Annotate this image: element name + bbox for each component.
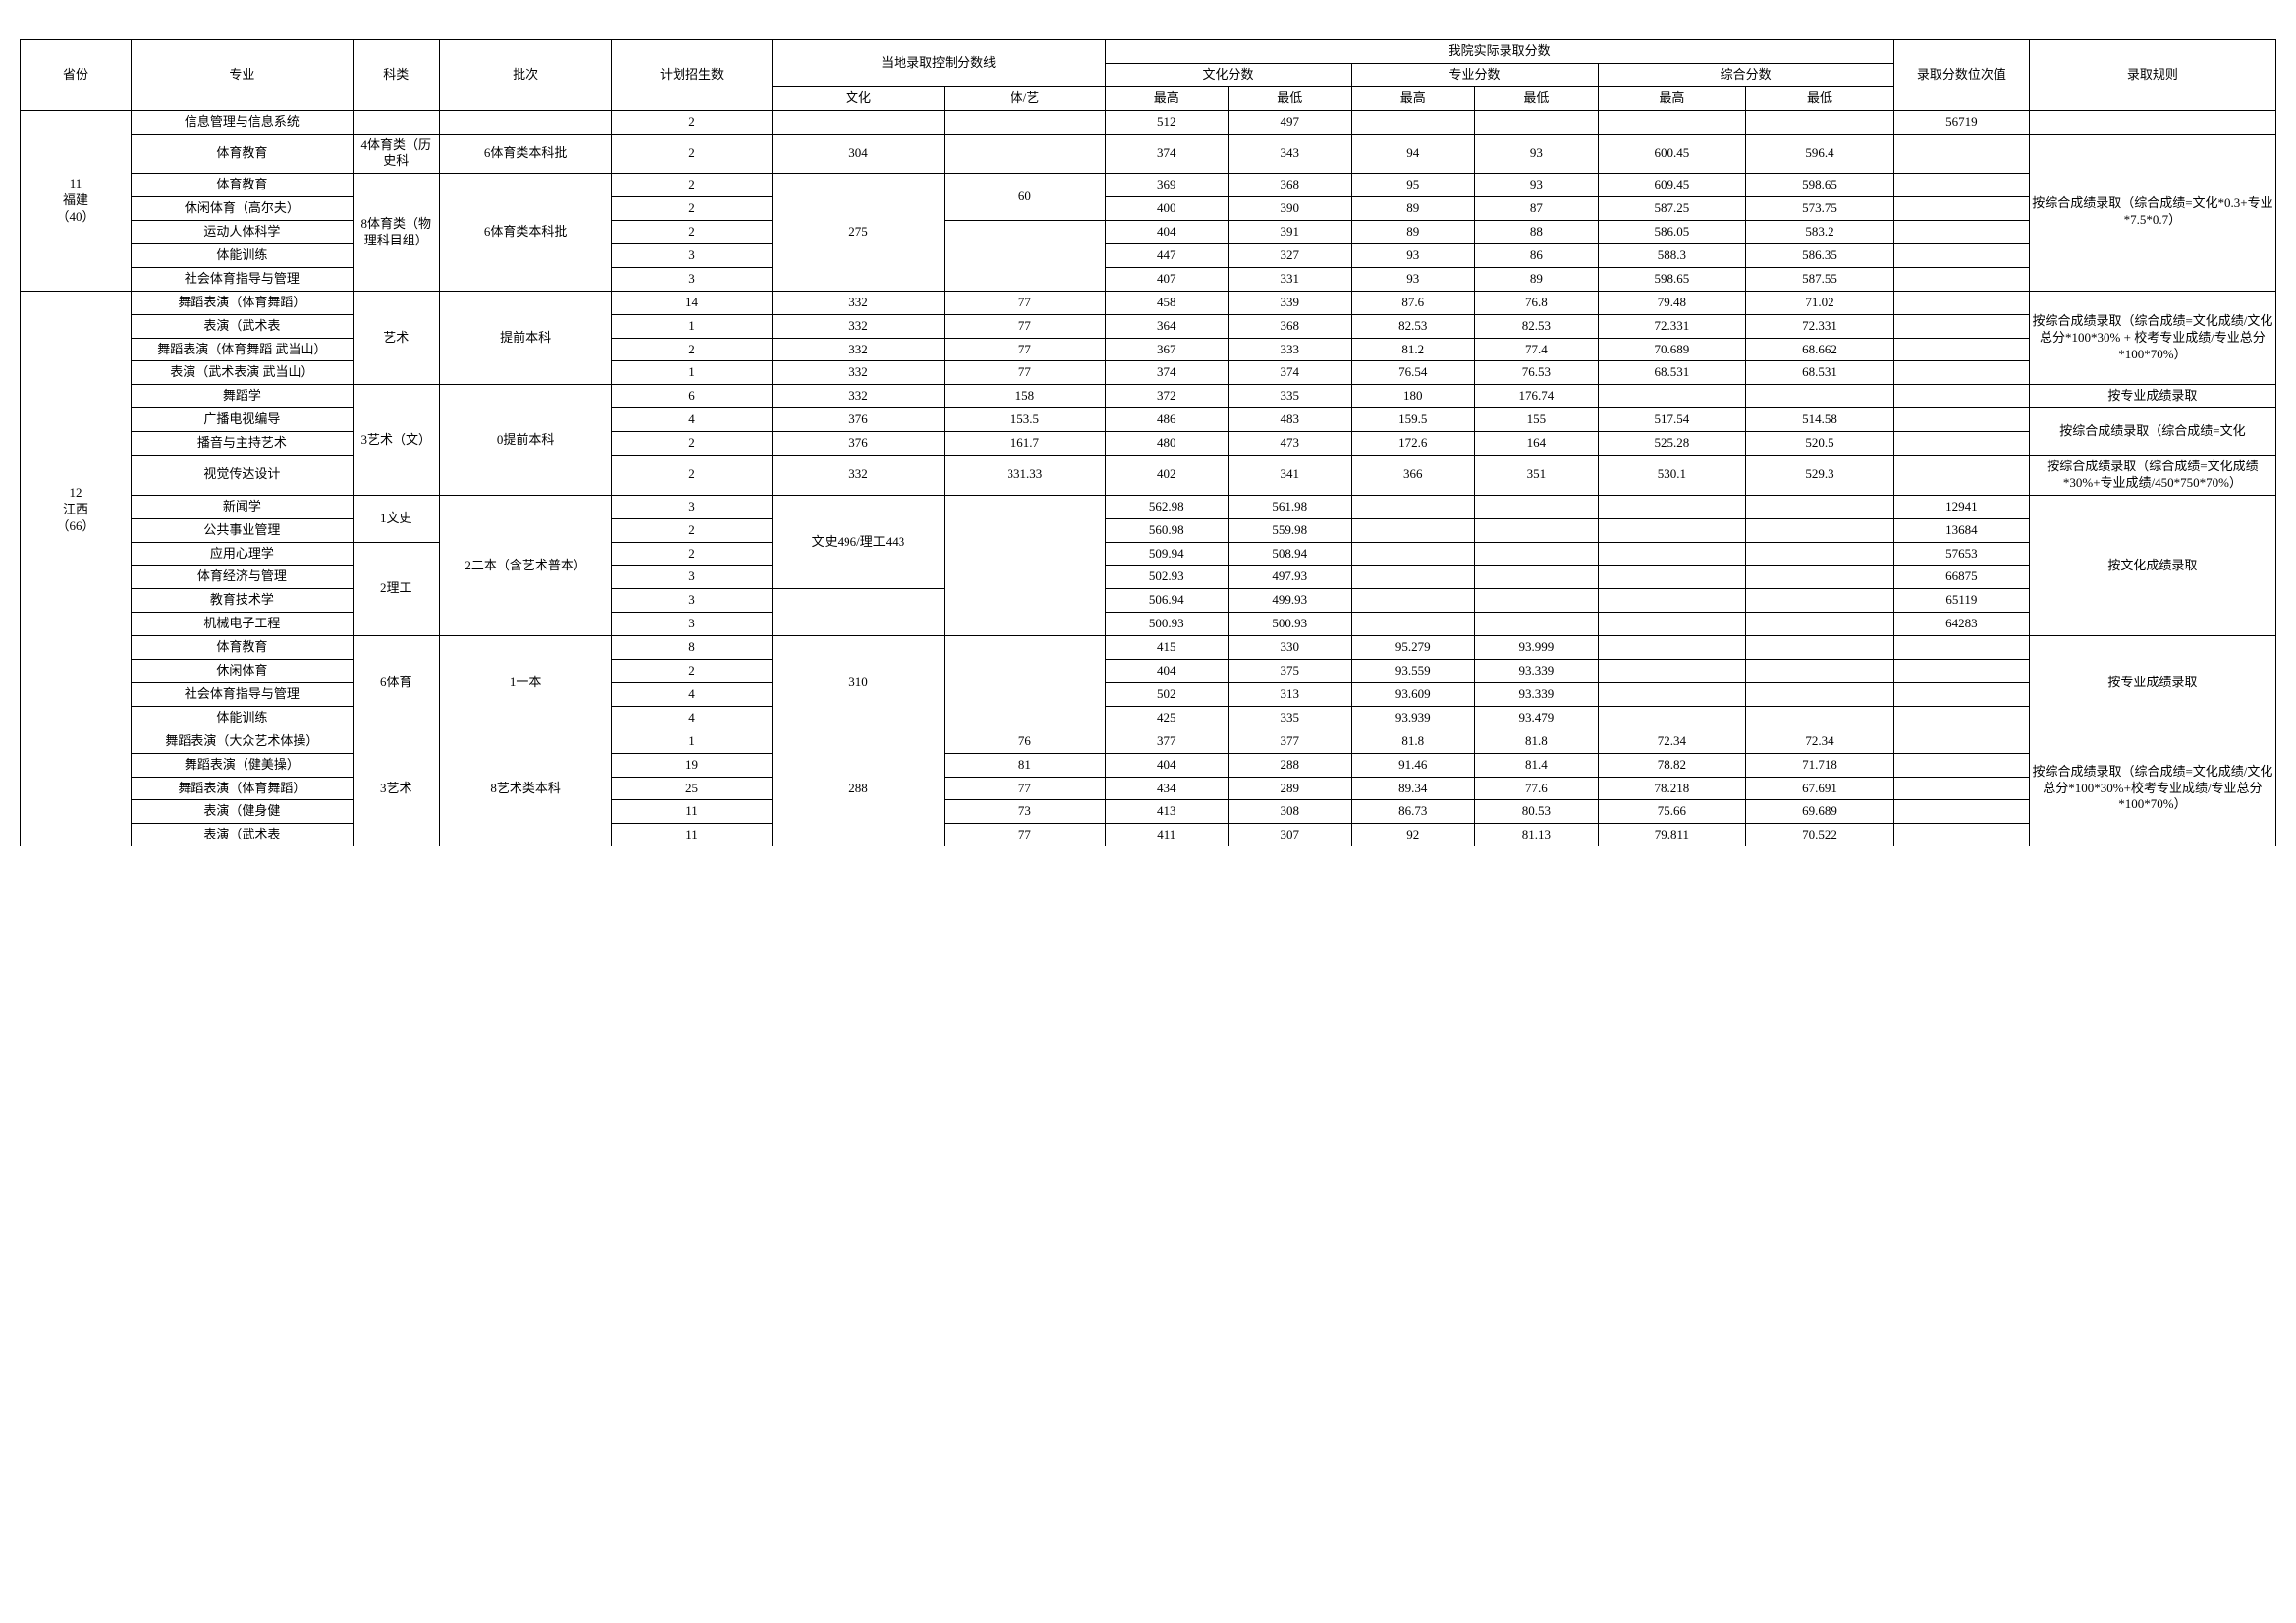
h-major: 专业 [131,40,353,111]
h-local: 当地录取控制分数线 [772,40,1105,87]
h-zy-min: 最低 [1475,86,1599,110]
table-header: 省份 专业 科类 批次 计划招生数 当地录取控制分数线 我院实际录取分数 录取分… [21,40,2276,111]
table-row: 体育教育 6体育 1一本 8 310 415330 95.27993.999 按… [21,636,2276,660]
h-subject: 科类 [353,40,439,111]
rule-cell: 按综合成绩录取（综合成绩=文化成绩/文化总分*100*30%+校考专业成绩/专业… [2029,730,2275,846]
h-compscore: 综合分数 [1598,63,1893,86]
h-rank: 录取分数位次值 [1893,40,2029,111]
table-row: 11 福建 （40） 信息管理与信息系统 2 512497 56719 [21,110,2276,134]
h-majorscore: 专业分数 [1351,63,1598,86]
table-row: 体育教育 8体育类（物理科目组） 6体育类本科批 2 275 60 369368… [21,174,2276,197]
rule-cell: 按专业成绩录取 [2029,636,2275,730]
major-cell: 体育教育 [131,134,353,174]
subject-cell: 6体育 [353,636,439,730]
table-row: 应用心理学 2理工 2 509.94508.94 57653 [21,542,2276,566]
h-zy-max: 最高 [1351,86,1475,110]
batch-cell: 0提前本科 [439,385,612,495]
subject-cell: 2理工 [353,542,439,636]
h-local-art: 体/艺 [945,86,1105,110]
table-row: 新闻学 1文史 2二本（含艺术普本） 3 文史496/理工443 562.985… [21,495,2276,518]
admissions-table: 省份 专业 科类 批次 计划招生数 当地录取控制分数线 我院实际录取分数 录取分… [20,39,2276,846]
h-local-culture: 文化 [772,86,945,110]
subject-cell: 1文史 [353,495,439,542]
rule-cell: 按综合成绩录取（综合成绩=文化*0.3+专业*7.5*0.7） [2029,134,2275,291]
subject-cell: 3艺术（文） [353,385,439,495]
subject-cell: 8体育类（物理科目组） [353,174,439,291]
batch-cell: 2二本（含艺术普本） [439,495,612,635]
major-cell: 信息管理与信息系统 [131,110,353,134]
province-cell: 11 福建 （40） [21,110,132,291]
plan-cell: 2 [612,110,772,134]
rule-cell: 按综合成绩录取（综合成绩=文化 [2029,408,2275,456]
province-cell: 12 江西 （66） [21,291,132,730]
batch-cell: 1一本 [439,636,612,730]
batch-cell: 提前本科 [439,291,612,385]
subject-cell: 4体育类（历史科 [353,134,439,174]
batch-cell: 6体育类本科批 [439,174,612,291]
rule-cell: 按专业成绩录取 [2029,385,2275,408]
h-batch: 批次 [439,40,612,111]
h-culture: 文化分数 [1105,63,1351,86]
rule-cell: 按综合成绩录取（综合成绩=文化成绩*30%+专业成绩/450*750*70%） [2029,456,2275,496]
table-row: 舞蹈表演（大众艺术体操） 3艺术 8艺术类本科 1 288 76 377377 … [21,730,2276,753]
table-row: 12 江西 （66） 舞蹈表演（体育舞蹈） 艺术 提前本科 14 33277 4… [21,291,2276,314]
rule-cell: 按文化成绩录取 [2029,495,2275,635]
h-wh-min: 最低 [1229,86,1352,110]
batch-cell: 6体育类本科批 [439,134,612,174]
h-plan: 计划招生数 [612,40,772,111]
h-zh-min: 最低 [1746,86,1894,110]
subject-cell: 3艺术 [353,730,439,846]
batch-cell: 8艺术类本科 [439,730,612,846]
h-actual: 我院实际录取分数 [1105,40,1893,64]
h-rule: 录取规则 [2029,40,2275,111]
h-zh-max: 最高 [1598,86,1746,110]
table-row: 舞蹈学 3艺术（文） 0提前本科 6 332158 372335 180176.… [21,385,2276,408]
rule-cell: 按综合成绩录取（综合成绩=文化成绩/文化总分*100*30% + 校考专业成绩/… [2029,291,2275,385]
h-wh-max: 最高 [1105,86,1229,110]
table-row: 体育教育 4体育类（历史科 6体育类本科批 2 304 374343 9493 … [21,134,2276,174]
subject-cell: 艺术 [353,291,439,385]
h-province: 省份 [21,40,132,111]
